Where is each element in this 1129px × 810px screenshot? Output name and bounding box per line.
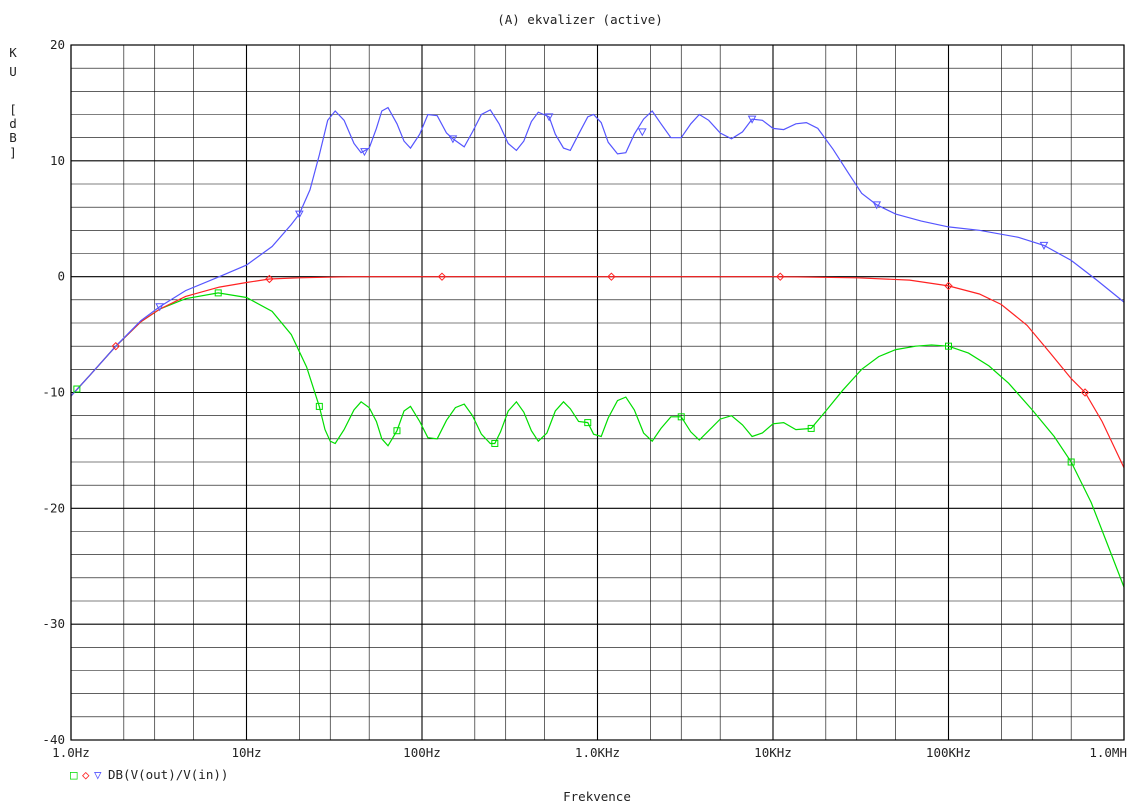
series-2-marker [1039, 241, 1049, 250]
plot-frame [70, 44, 1125, 741]
y-axis-label: KU [dB] [9, 45, 17, 160]
grid [70, 44, 1125, 741]
y-tick-label: 0 [57, 269, 65, 284]
x-tick-label: 10Hz [231, 745, 261, 760]
series-2-marker [448, 135, 458, 144]
series-2-marker [637, 128, 647, 137]
y-tick-label: -10 [42, 385, 65, 400]
series-line-2 [70, 106, 1125, 397]
y-tick-label: -20 [42, 500, 65, 515]
y-tick-label: -30 [42, 616, 65, 631]
series-0-marker [491, 439, 499, 447]
series-2-marker [747, 115, 757, 124]
y-axis-label-char: B [9, 130, 17, 145]
legend-symbol: □ [70, 767, 78, 782]
series-0-marker [214, 289, 222, 297]
series-0-marker [807, 424, 815, 432]
series-2-marker [360, 148, 369, 157]
series-0-marker [393, 427, 401, 435]
series-2-marker [872, 201, 882, 210]
series-1-marker [776, 272, 785, 281]
chart-title: (A) ekvalizer (active) [497, 12, 663, 27]
series-0-marker [73, 385, 81, 393]
series-0-marker [945, 342, 952, 350]
y-axis-label-char: ] [9, 145, 17, 160]
series-line-0 [70, 292, 1125, 588]
series-layer [70, 106, 1125, 588]
y-axis-label-char: U [9, 64, 17, 79]
series-0-marker [584, 419, 592, 427]
y-tick-label: 20 [50, 37, 65, 52]
series-1-marker [437, 272, 447, 281]
x-tick-label: 1.0Hz [52, 745, 90, 760]
y-tick-label: -40 [42, 732, 65, 747]
x-tick-label: 100Hz [403, 745, 441, 760]
series-0-marker [677, 413, 685, 421]
series-2-marker [544, 113, 554, 122]
series-2-marker [155, 303, 164, 312]
series-1-marker [1080, 388, 1090, 397]
series-line-1 [70, 276, 1125, 469]
marker-layer [73, 113, 1090, 466]
x-tick-label: 1.0MH [1089, 745, 1127, 760]
series-1-marker [265, 274, 274, 284]
legend-symbol: ◇ [82, 767, 90, 782]
x-axis-label: Frekvence [563, 789, 631, 804]
series-0-marker [1067, 458, 1075, 466]
legend-label: DB(V(out)/V(in)) [108, 767, 228, 782]
y-tick-labels: 20 10 0 -10 -20 -30 -40 [42, 37, 65, 747]
x-tick-label: 100KHz [926, 745, 971, 760]
legend: □ ◇ ▽ DB(V(out)/V(in)) [70, 767, 228, 782]
x-tick-labels: 1.0Hz 10Hz 100Hz 1.0KHz 10KHz 100KHz 1.0MH [52, 745, 1127, 760]
legend-symbol: ▽ [94, 767, 102, 782]
y-axis-label-char: [ [9, 102, 17, 117]
x-tick-label: 10KHz [754, 745, 792, 760]
series-1-marker [111, 341, 121, 351]
y-axis-label-char: d [9, 116, 17, 131]
y-tick-label: 10 [50, 153, 65, 168]
series-0-marker [315, 402, 323, 410]
y-axis-label-char: K [9, 45, 17, 60]
series-2-marker [294, 210, 304, 219]
x-tick-label: 1.0KHz [575, 745, 620, 760]
series-1-marker [607, 272, 616, 281]
series-1-marker [944, 281, 953, 291]
